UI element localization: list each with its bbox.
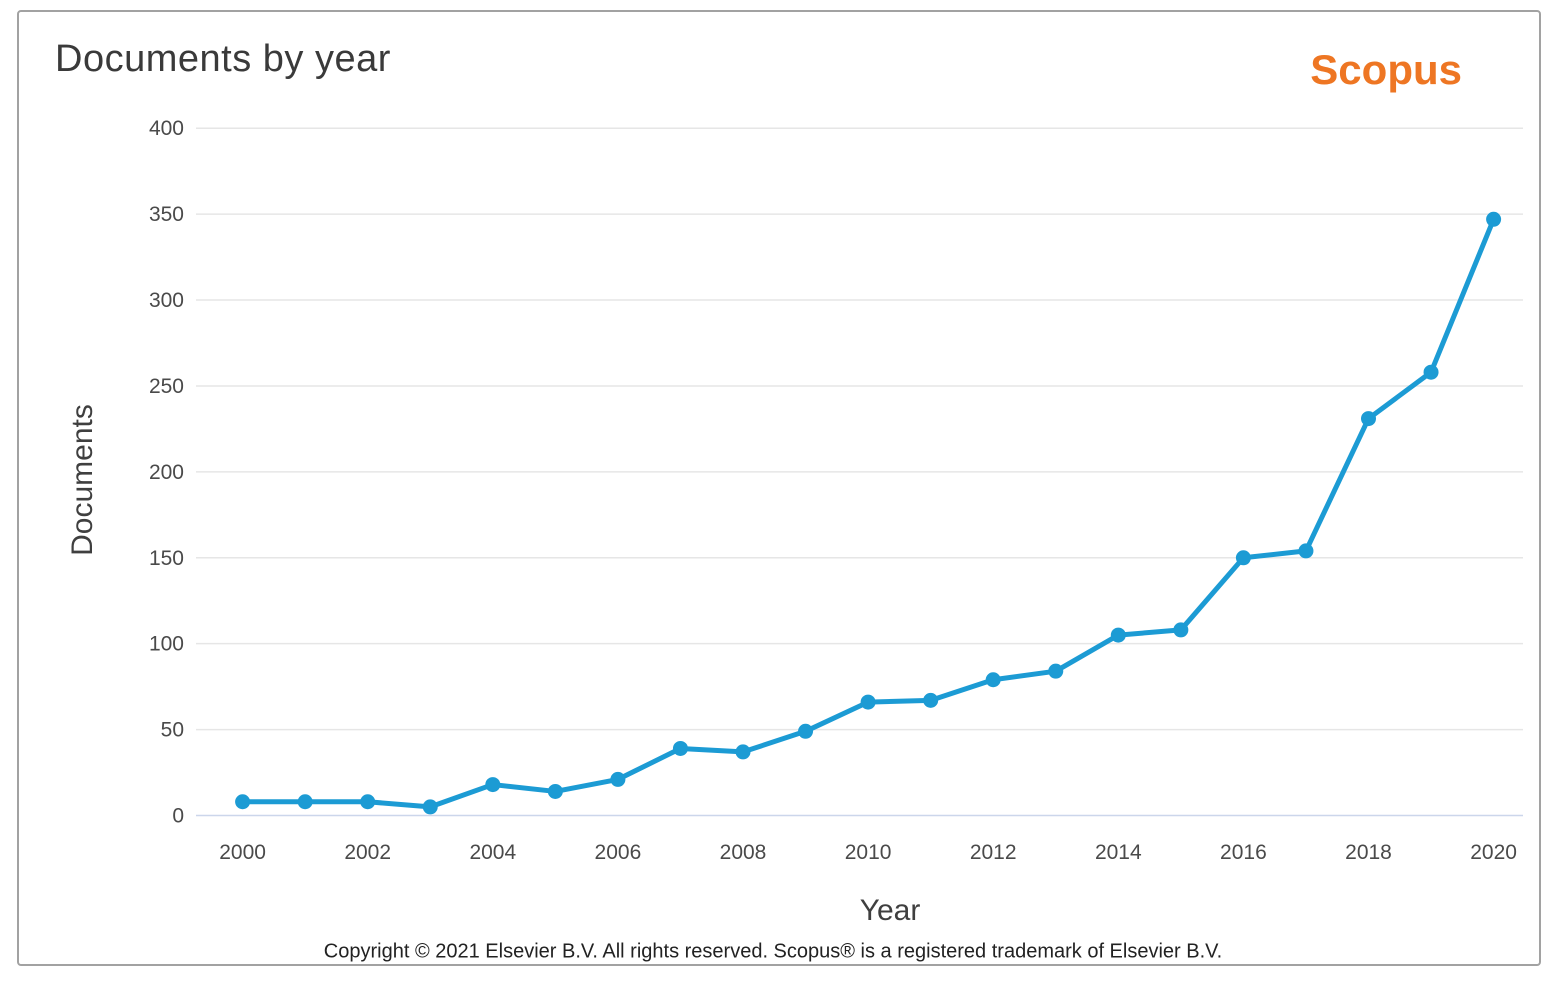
data-point-2013[interactable] [1048,663,1064,679]
series-line [240,216,1497,810]
data-point-2005[interactable] [547,783,563,799]
y-tick-label: 50 [161,719,184,742]
y-tick-label: 350 [149,203,184,226]
x-tick-label: 2010 [845,841,892,864]
x-tick-label: 2004 [469,841,516,864]
y-tick-label: 300 [149,289,184,312]
data-point-2009[interactable] [798,723,814,739]
data-point-2006[interactable] [610,771,626,787]
data-point-2015[interactable] [1173,622,1189,638]
data-point-2007[interactable] [672,740,688,756]
y-tick-label: 150 [149,547,184,570]
y-axis-labels-group: 0 50 100 150 200 250 300 350 400 [149,117,184,827]
x-axis-title: Year [859,894,921,927]
data-point-2002[interactable] [360,794,376,810]
gridlines-group [196,127,1523,817]
x-axis-labels-group: 2000 2002 2004 2006 2008 2010 2012 2014 2016 2018… [219,841,1517,864]
data-point-2014[interactable] [1110,627,1126,643]
data-point-2017[interactable] [1298,543,1314,559]
y-tick-label: 100 [149,633,184,656]
data-point-2020[interactable] [1486,211,1502,227]
x-tick-label: 2012 [970,841,1017,864]
y-tick-label: 250 [149,375,184,398]
y-tick-label: 400 [149,117,184,140]
x-tick-label: 2006 [595,841,642,864]
data-point-2019[interactable] [1423,364,1439,380]
data-point-2012[interactable] [985,672,1001,688]
data-point-2008[interactable] [735,744,751,760]
chart-title: Documents by year [55,38,391,80]
y-tick-label: 200 [149,461,184,484]
x-tick-label: 2016 [1220,841,1267,864]
y-tick-label: 0 [172,805,184,828]
data-point-2003[interactable] [422,799,438,815]
x-tick-label: 2018 [1345,841,1392,864]
scopus-logo[interactable]: Scopus [1310,46,1462,93]
data-point-2001[interactable] [297,794,313,810]
data-point-2004[interactable] [485,777,501,793]
data-point-2018[interactable] [1361,411,1376,427]
data-point-2016[interactable] [1235,550,1251,566]
copyright-notice: Copyright © 2021 Elsevier B.V. All right… [323,940,1223,963]
x-tick-label: 2014 [1095,841,1142,864]
x-tick-label: 2002 [344,841,391,864]
x-tick-label: 2008 [720,841,767,864]
x-tick-label: 2020 [1470,841,1517,864]
data-point-2010[interactable] [860,694,876,710]
documents-by-year-card: Documents by year Scopus Documents Year … [17,10,1541,966]
x-tick-label: 2000 [219,841,266,864]
series-group [235,211,1502,815]
data-point-2000[interactable] [235,794,251,810]
data-point-2011[interactable] [923,692,939,708]
